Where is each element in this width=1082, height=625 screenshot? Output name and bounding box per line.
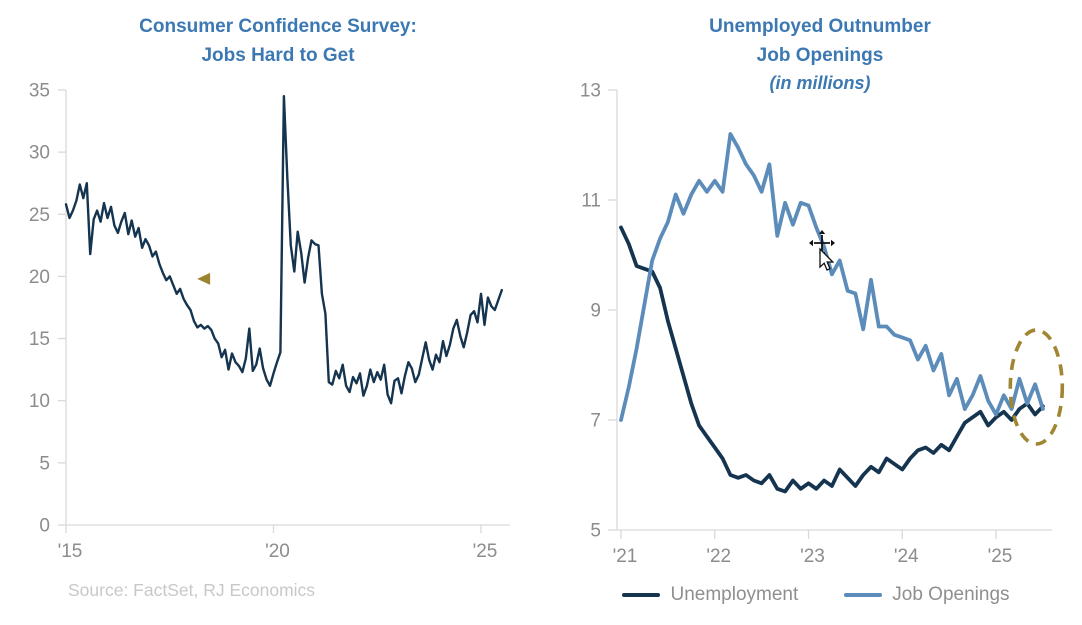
right-y-tick-label: 7 <box>590 411 601 432</box>
legend-label-job-openings: Job Openings <box>892 584 1010 605</box>
left-x-tick-label: '20 <box>265 541 290 562</box>
mouse-cursor-part <box>831 239 835 247</box>
legend-item-unemployment: Unemployment <box>622 584 798 606</box>
mouse-cursor-part <box>809 239 813 247</box>
left-chart-title-line2: Jobs Hard to Get <box>201 45 355 66</box>
right-x-tick-label: '21 <box>613 546 638 567</box>
left-axes <box>65 90 510 526</box>
right-y-tick-label: 5 <box>590 521 601 542</box>
legend: Unemployment Job Openings <box>560 584 1072 606</box>
left-series-line-jobs-hard-to-get <box>64 94 503 405</box>
left-x-tick-label: '15 <box>58 541 83 562</box>
right-chart-title: Unemployed Outnumber Job Openings (in mi… <box>560 12 1080 96</box>
legend-label-unemployment: Unemployment <box>670 584 799 605</box>
left-y-tick-label: 0 <box>39 516 50 537</box>
left-y-tick-label: 30 <box>29 143 50 164</box>
right-y-tick-label: 13 <box>580 81 601 102</box>
unemployment-line-swatch <box>622 592 661 598</box>
gold-left-triangle-marker <box>197 272 211 285</box>
right-axes <box>616 90 1052 531</box>
right-series-line-unemployment <box>619 225 1045 494</box>
left-y-tick-label: 10 <box>29 391 50 412</box>
mouse-cursor-part <box>814 235 830 251</box>
left-chart-title-line1: Consumer Confidence Survey: <box>139 16 417 37</box>
left-x-tick-label: '25 <box>473 541 498 562</box>
left-y-tick-label: 5 <box>39 453 50 474</box>
right-y-tick-label: 11 <box>581 191 601 212</box>
right-chart-title-line1: Unemployed Outnumber <box>709 16 931 37</box>
job-openings-line-swatch <box>844 592 883 598</box>
right-series-line-job-openings <box>619 132 1045 422</box>
mouse-cursor-part <box>818 230 826 234</box>
mouse-cursor-part <box>819 247 835 271</box>
right-x-tick-label: '25 <box>988 546 1013 567</box>
source-note: Source: FactSet, RJ Economics <box>68 580 316 600</box>
left-y-tick-label: 25 <box>29 205 50 226</box>
left-y-tick-label: 20 <box>29 267 50 288</box>
right-x-tick-label: '23 <box>800 546 825 567</box>
right-y-tick-label: 9 <box>590 301 601 322</box>
left-y-tick-label: 35 <box>29 81 50 102</box>
right-chart-title-line2: Job Openings <box>756 45 884 66</box>
gold-dashed-ellipse-annotation <box>1008 328 1065 446</box>
right-chart-subtitle: (in millions) <box>769 73 871 93</box>
right-x-tick-label: '24 <box>894 546 919 567</box>
legend-item-job-openings: Job Openings <box>844 584 1010 606</box>
mouse-move-cursor <box>809 230 835 271</box>
left-chart-title: Consumer Confidence Survey: Jobs Hard to… <box>18 12 538 70</box>
right-x-tick-label: '22 <box>706 546 731 567</box>
left-y-tick-label: 15 <box>29 329 50 350</box>
